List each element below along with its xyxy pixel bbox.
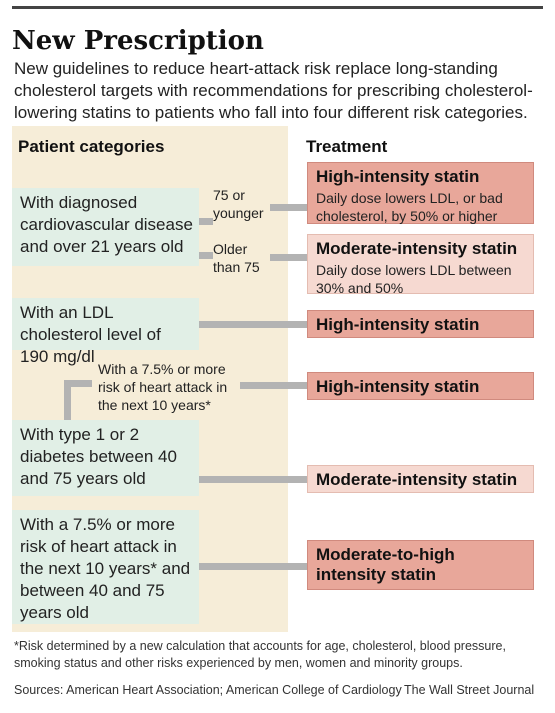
- connector-risk-moderate-high: [199, 563, 308, 570]
- treatment-title: Moderate-intensity statin: [316, 239, 518, 258]
- chart-title: New Prescription: [12, 26, 264, 56]
- connector-diabetes-riskcheck: [64, 380, 71, 420]
- treatment-description: Daily dose lowers LDL between 30% and 50…: [316, 262, 512, 296]
- chart-subtitle: New guidelines to reduce heart-attack ri…: [14, 59, 533, 122]
- connector-older-moderate: [270, 254, 308, 261]
- branch-label-older-than-75: Older than 75: [213, 241, 260, 275]
- treatment-box-high-intensity-diabetes-risk: High-intensity statin: [307, 372, 534, 400]
- patient-box-cardiovascular: With diagnosed cardiovascular disease an…: [12, 188, 199, 266]
- treatment-box-moderate-intensity: Moderate-intensity statin Daily dose low…: [307, 234, 534, 296]
- treatment-title: High-intensity statin: [316, 315, 480, 334]
- sources-credit: Sources: American Heart Association; Ame…: [14, 683, 402, 697]
- patient-box-ldl: With an LDL cholesterol level of 190 mg/…: [12, 298, 199, 366]
- connector-young-high: [270, 204, 308, 211]
- connector-ldl-high: [199, 321, 308, 328]
- treatment-box-high-intensity-ldl: High-intensity statin: [307, 310, 534, 338]
- treatment-box-moderate-intensity-diabetes: Moderate-intensity statin: [307, 465, 534, 493]
- treatment-box-high-intensity: High-intensity statin Daily dose lowers …: [307, 162, 534, 224]
- patient-box-risk-age: With a 7.5% or more risk of heart attack…: [12, 510, 199, 624]
- treatment-title: High-intensity statin: [316, 167, 480, 186]
- branch-label-diabetes-risk: With a 7.5% or more risk of heart attack…: [98, 361, 228, 413]
- treatment-title: Moderate-to-high intensity statin: [316, 545, 455, 584]
- treatment-title: High-intensity statin: [316, 377, 480, 396]
- treatment-header: Treatment: [306, 137, 388, 156]
- patient-categories-header: Patient categories: [18, 137, 165, 156]
- connector-risk-high: [240, 382, 308, 389]
- footnote: *Risk determined by a new calculation th…: [14, 639, 506, 670]
- connector-cardio-older: [199, 252, 213, 259]
- connector-cardio-young: [199, 218, 213, 225]
- treatment-description: Daily dose lowers LDL, or bad cholestero…: [316, 190, 503, 224]
- branch-label-75-or-younger: 75 or younger: [213, 187, 264, 221]
- treatment-title: Moderate-intensity statin: [316, 470, 518, 489]
- connector-diabetes-moderate: [199, 476, 308, 483]
- connector-riskcheck-branch: [64, 380, 92, 387]
- top-rule: [12, 6, 543, 9]
- patient-box-diabetes: With type 1 or 2 diabetes between 40 and…: [12, 420, 199, 496]
- treatment-box-moderate-to-high: Moderate-to-high intensity statin: [307, 540, 534, 590]
- publisher-credit: The Wall Street Journal: [404, 683, 535, 697]
